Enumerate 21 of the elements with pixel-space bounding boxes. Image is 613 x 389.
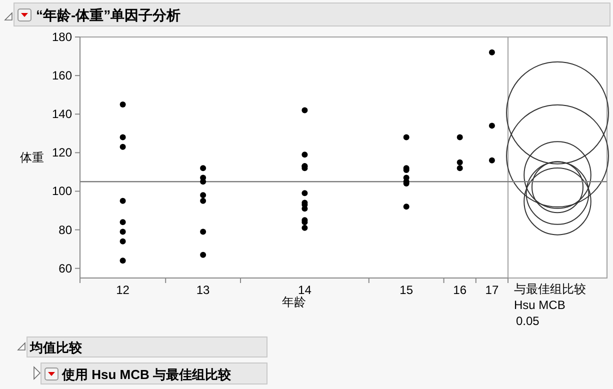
y-tick-label: 160 — [52, 68, 72, 83]
x-tick-label: 14 — [298, 283, 312, 297]
y-tick-label: 120 — [52, 146, 72, 160]
x-tick-label: 17 — [485, 283, 499, 297]
y-tick-label: 140 — [52, 107, 72, 122]
y-axis-title: 体重 — [20, 150, 44, 165]
x-tick-label: 16 — [453, 283, 467, 297]
text: 与最佳组比较 — [514, 282, 586, 296]
x-tick-label: 13 — [196, 283, 210, 297]
y-tick-label: 80 — [58, 222, 72, 237]
x-tick-label: 12 — [116, 283, 130, 297]
text: 使用 Hsu MCB 与最佳组比较 — [61, 367, 232, 382]
y-tick-label: 180 — [52, 30, 72, 44]
text: 均值比较 — [29, 340, 83, 355]
text: Hsu MCB — [514, 298, 566, 312]
x-tick-label: 15 — [400, 283, 414, 297]
y-tick-label: 60 — [58, 261, 72, 276]
chart-title: “年龄-体重”单因子分析 — [36, 7, 181, 23]
y-tick-label: 100 — [52, 184, 72, 198]
text: 0.05 — [516, 314, 540, 328]
x-axis-title: 年龄 — [282, 295, 306, 309]
